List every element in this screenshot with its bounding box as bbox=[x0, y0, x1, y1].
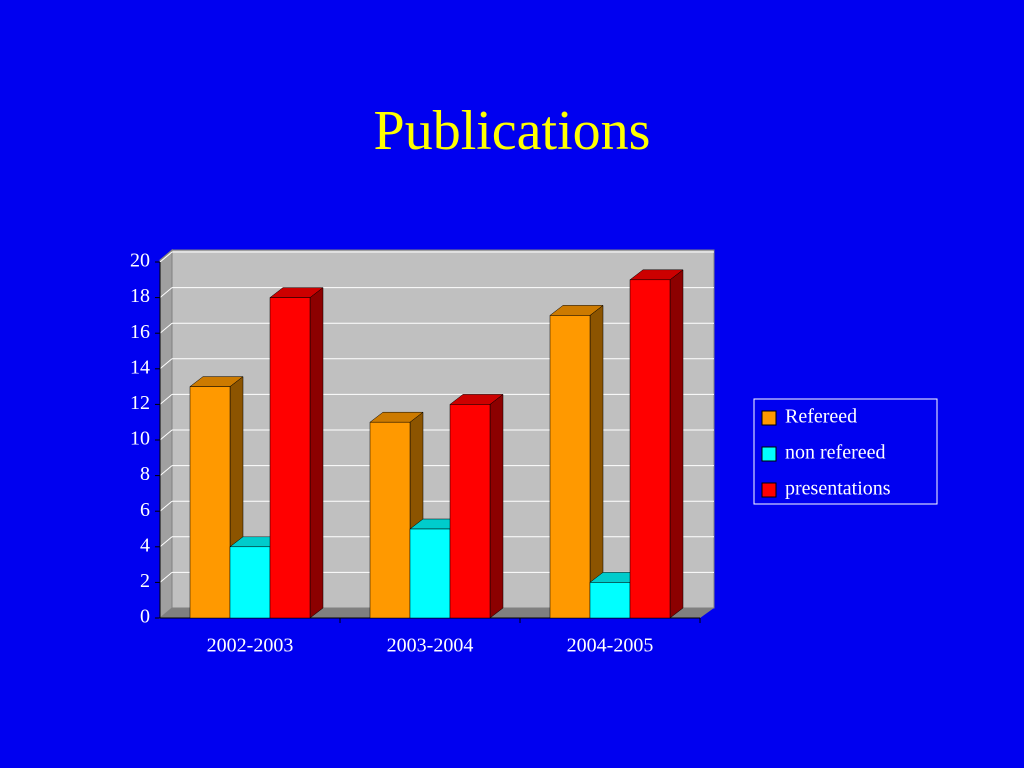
bar bbox=[449, 404, 491, 619]
y-tick-label: 6 bbox=[140, 499, 150, 521]
grid-line bbox=[159, 500, 173, 512]
bar bbox=[369, 421, 411, 619]
side-wall bbox=[159, 248, 173, 620]
bar-side bbox=[489, 393, 504, 619]
bar bbox=[629, 279, 671, 619]
grid-line bbox=[159, 358, 173, 370]
y-tick-label: 0 bbox=[140, 606, 150, 628]
grid-line bbox=[159, 429, 173, 441]
y-tick-label: 10 bbox=[130, 428, 150, 450]
x-tick-label: 2003-2004 bbox=[387, 635, 474, 657]
y-tick-label: 18 bbox=[130, 285, 150, 307]
y-tick-label: 14 bbox=[130, 356, 150, 378]
y-tick-label: 8 bbox=[140, 463, 150, 485]
x-tick-label: 2004-2005 bbox=[567, 635, 654, 657]
grid-line bbox=[159, 322, 173, 334]
bar bbox=[229, 546, 271, 619]
bar bbox=[409, 528, 451, 619]
y-tick-label: 20 bbox=[130, 250, 150, 272]
grid-line bbox=[159, 536, 173, 548]
legend-label: presentations bbox=[785, 478, 891, 500]
grid-line bbox=[159, 251, 173, 263]
y-tick-label: 16 bbox=[130, 321, 150, 343]
bar-side bbox=[309, 287, 324, 619]
chart-title: Publications bbox=[374, 100, 651, 162]
legend-label: Refereed bbox=[785, 406, 857, 428]
legend-swatch bbox=[761, 410, 777, 426]
x-tick-label: 2002-2003 bbox=[207, 635, 294, 657]
legend-swatch bbox=[761, 446, 777, 462]
bar bbox=[269, 297, 311, 619]
y-tick-label: 4 bbox=[140, 534, 150, 556]
bar bbox=[189, 386, 231, 619]
y-tick-label: 12 bbox=[130, 392, 150, 414]
legend bbox=[753, 398, 938, 505]
grid-line bbox=[159, 287, 173, 298]
grid-line bbox=[159, 394, 173, 405]
bar bbox=[589, 582, 631, 619]
grid-line bbox=[159, 465, 173, 476]
legend-swatch bbox=[761, 482, 777, 498]
bar-side bbox=[589, 304, 604, 619]
bar bbox=[549, 315, 591, 619]
y-tick-label: 2 bbox=[140, 570, 150, 592]
grid-line bbox=[159, 572, 173, 583]
bar-side bbox=[669, 269, 684, 619]
legend-label: non refereed bbox=[785, 442, 886, 464]
